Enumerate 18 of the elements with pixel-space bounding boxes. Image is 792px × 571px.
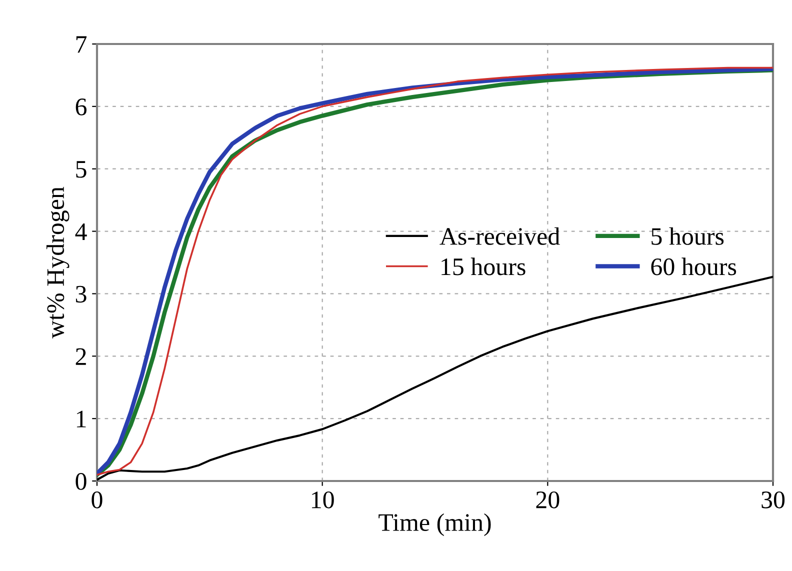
y-axis-title: wt% Hydrogen <box>46 186 70 338</box>
legend-label: 15 hours <box>442 258 526 276</box>
y-tick-label: 4 <box>75 224 87 240</box>
x-tick-label: 10 <box>312 491 334 508</box>
y-tick-label: 5 <box>76 161 86 178</box>
legend-label: As-received <box>440 227 560 245</box>
y-tick-label: 0 <box>76 473 86 490</box>
y-tick-label: 1 <box>76 410 86 428</box>
x-axis-title: Time (min) <box>378 513 491 536</box>
legend-label: 5 hours <box>652 227 724 245</box>
y-tick-label: 3 <box>76 286 86 303</box>
x-tick-label: 20 <box>536 491 560 508</box>
x-tick-label: 0 <box>92 491 102 508</box>
x-tick-label: 30 <box>762 491 785 508</box>
y-tick-label: 6 <box>76 98 87 116</box>
y-tick-label: 7 <box>76 36 87 53</box>
legend-label: 60 hours <box>651 258 736 276</box>
y-tick-label: 2 <box>76 348 86 365</box>
